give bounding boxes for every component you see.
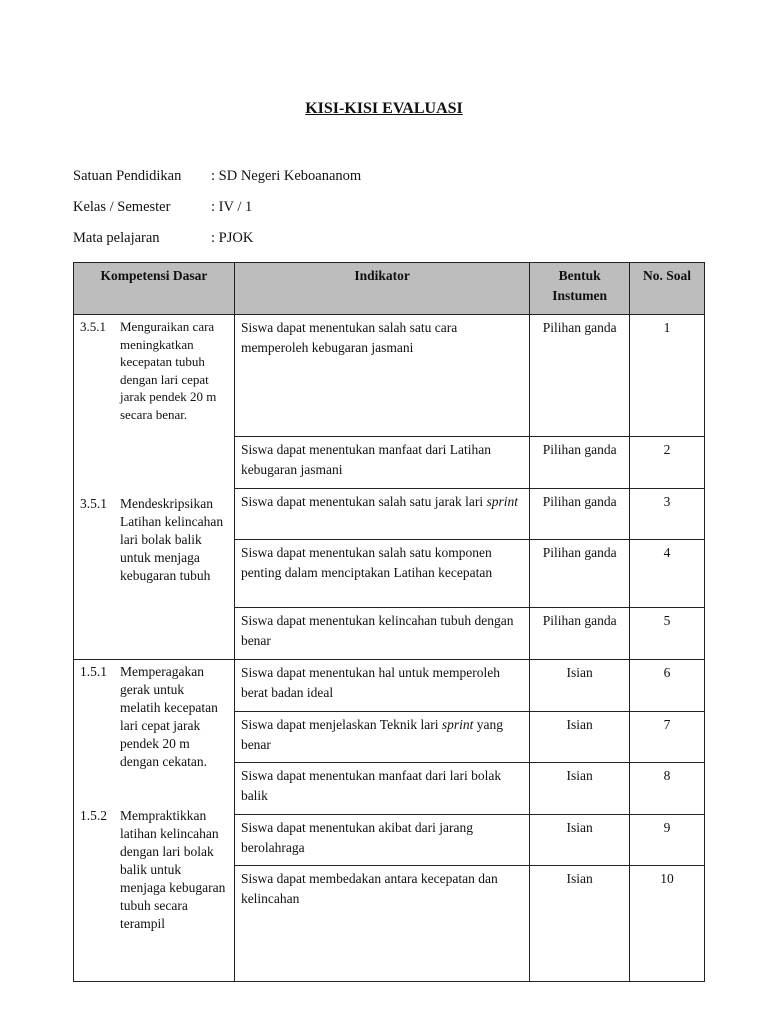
kd-cell: 3.5.1 Menguraikan cara meningkatkan kecep… <box>73 314 235 660</box>
table-row: Siswa dapat menentukan salah satu kompon… <box>74 539 705 608</box>
indikator-cell: Siswa dapat menentukan salah satu cara m… <box>233 314 531 437</box>
table-row: Siswa dapat menentukan akibat dari jaran… <box>74 814 705 866</box>
indikator-cell: Siswa dapat menentukan kelincahan tubuh … <box>233 607 531 660</box>
indikator-text-after: yang benar <box>240 717 503 752</box>
indikator-cell: Siswa dapat menjelaskan Teknik lari spri… <box>233 711 531 763</box>
indikator-cell: Siswa dapat membedakan antara kecepatan … <box>233 865 531 982</box>
bentuk-cell: Isian <box>529 711 631 763</box>
meta-satuan: Satuan Pendidikan: SD Negeri Keboananom <box>73 168 362 184</box>
kd-item: 1.5.1 Memperagakan gerak untuk melatih ke… <box>80 663 228 771</box>
header-no: No. Soal <box>629 262 705 315</box>
kd-cell: 1.5.1 Memperagakan gerak untuk melatih ke… <box>73 659 235 982</box>
table-header: Kompetensi Dasar Indikator Bentuk Instum… <box>73 262 705 315</box>
indikator-text: Siswa dapat menentukan manfaat dari lari… <box>240 768 502 803</box>
indikator-text: Siswa dapat menentukan manfaat dari Lati… <box>240 442 491 477</box>
indikator-cell: Siswa dapat menentukan manfaat dari Lati… <box>233 436 531 489</box>
indikator-text: Siswa dapat menentukan hal untuk mempero… <box>240 665 500 700</box>
no-soal-cell: 1 <box>629 314 705 437</box>
kd-number: 3.5.1 <box>80 319 106 334</box>
no-soal-cell: 5 <box>629 607 705 660</box>
kd-number: 1.5.2 <box>80 808 107 823</box>
bentuk-cell: Pilihan ganda <box>529 488 631 540</box>
bentuk-cell: Pilihan ganda <box>529 436 631 489</box>
kd-number: 1.5.1 <box>80 664 107 679</box>
meta-kelas: Kelas / Semester: IV / 1 <box>73 199 253 215</box>
bentuk-cell: Pilihan ganda <box>529 607 631 660</box>
kd-item: 1.5.2 Mempraktikkan latihan kelincahan de… <box>80 807 228 933</box>
bentuk-cell: Isian <box>529 865 631 982</box>
kisi-table: Kompetensi Dasar Indikator Bentuk Instum… <box>73 262 705 982</box>
table-row: 3.5.1 Menguraikan cara meningkatkan kecep… <box>73 314 705 660</box>
kd-text: Memperagakan gerak untuk melatih kecepat… <box>120 664 218 769</box>
no-soal-cell: 2 <box>629 436 705 489</box>
no-soal-cell: 4 <box>629 539 705 608</box>
kd-text: Mendeskripsikan Latihan kelincahan lari … <box>120 496 224 583</box>
no-soal-cell: 10 <box>629 865 705 982</box>
table-row: Siswa dapat menentukan manfaat dari lari… <box>74 762 705 815</box>
kd-item: 3.5.1 Mendeskripsikan Latihan kelincahan … <box>80 495 228 585</box>
table-row: Siswa dapat menentukan kelincahan tubuh … <box>74 607 705 660</box>
indikator-cell: Siswa dapat menentukan hal untuk mempero… <box>233 659 531 712</box>
table-row: Siswa dapat menentukan manfaat dari Lati… <box>74 436 705 489</box>
no-soal-cell: 7 <box>629 711 705 763</box>
bentuk-cell: Pilihan ganda <box>529 314 631 437</box>
indikator-text: Siswa dapat menentukan kelincahan tubuh … <box>240 613 514 648</box>
kd-text: Mempraktikkan latihan kelincahan dengan … <box>120 808 226 931</box>
header-indikator: Indikator <box>233 262 531 315</box>
bentuk-cell: Isian <box>529 762 631 815</box>
document-title: KISI-KISI EVALUASI <box>305 100 463 117</box>
kd-text: Menguraikan cara meningkatkan kecepatan … <box>120 319 217 422</box>
indikator-text: Siswa dapat menentukan salah satu cara m… <box>240 320 458 355</box>
header-bentuk: Bentuk Instumen <box>529 262 631 315</box>
indikator-text: Siswa dapat menentukan salah satu jarak … <box>240 494 487 509</box>
bentuk-cell: Pilihan ganda <box>529 539 631 608</box>
kd-item: 3.5.1 Menguraikan cara meningkatkan kecep… <box>80 318 228 423</box>
header-kd: Kompetensi Dasar <box>73 262 235 315</box>
indikator-italic: sprint <box>441 717 474 732</box>
indikator-italic: sprint <box>486 494 518 509</box>
bentuk-cell: Isian <box>529 814 631 866</box>
indikator-text: Siswa dapat menjelaskan Teknik lari <box>240 717 442 732</box>
no-soal-cell: 6 <box>629 659 705 712</box>
table-row: 1.5.1 Memperagakan gerak untuk melatih ke… <box>73 659 705 982</box>
kd-number: 3.5.1 <box>80 496 107 511</box>
indikator-text: Siswa dapat menentukan salah satu kompon… <box>240 545 493 580</box>
indikator-text: Siswa dapat membedakan antara kecepatan … <box>240 871 498 906</box>
table-row: Siswa dapat membedakan antara kecepatan … <box>74 865 705 982</box>
indikator-cell: Siswa dapat menentukan manfaat dari lari… <box>233 762 531 815</box>
no-soal-cell: 8 <box>629 762 705 815</box>
bentuk-cell: Isian <box>529 659 631 712</box>
indikator-cell: Siswa dapat menentukan salah satu jarak … <box>233 488 531 540</box>
no-soal-cell: 3 <box>629 488 705 540</box>
table-row: Siswa dapat menentukan salah satu jarak … <box>74 488 705 540</box>
meta-mapel: Mata pelajaran: PJOK <box>73 230 254 246</box>
indikator-text: Siswa dapat menentukan akibat dari jaran… <box>240 820 473 855</box>
no-soal-cell: 9 <box>629 814 705 866</box>
table-row: Siswa dapat menjelaskan Teknik lari spri… <box>74 711 705 763</box>
indikator-cell: Siswa dapat menentukan akibat dari jaran… <box>233 814 531 866</box>
indikator-cell: Siswa dapat menentukan salah satu kompon… <box>233 539 531 608</box>
